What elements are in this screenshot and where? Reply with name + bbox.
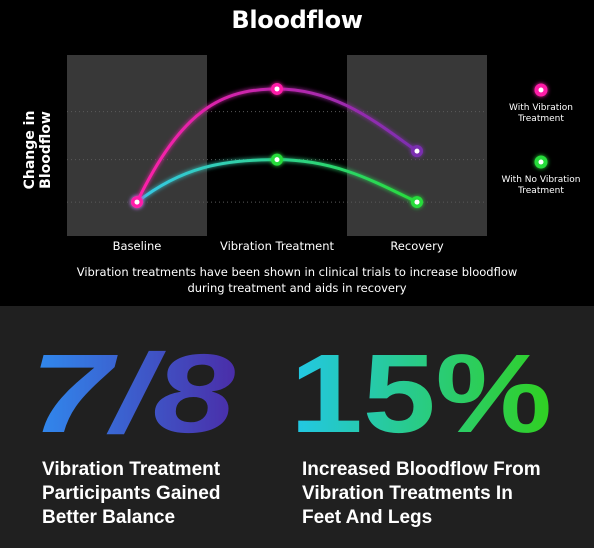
data-point-center [274, 86, 280, 92]
baseline-band [67, 55, 207, 236]
x-tick-label: Recovery [390, 239, 444, 253]
stat-label-line: Feet And Legs [302, 507, 433, 528]
data-point-center [274, 157, 280, 163]
stat-label-line: Better Balance [42, 507, 176, 528]
stat-label-line: Participants Gained [42, 483, 221, 504]
data-point-center [134, 199, 140, 205]
legend-label: With Vibration Treatment [509, 103, 573, 124]
x-tick-label: Baseline [113, 239, 162, 253]
x-tick-label: Vibration Treatment [220, 239, 335, 253]
legend-marker-center [538, 159, 544, 165]
stat-label-balance: Vibration Treatment Participants Gained … [42, 458, 220, 530]
stat-number-balance: 7/8 [30, 334, 236, 454]
chart-panel: Bloodflow Change in Bloodflow Baseline Vi… [22, 6, 581, 295]
legend-marker-center [538, 87, 544, 93]
data-point-center [414, 148, 420, 154]
stat-number-bloodflow: 15% [290, 334, 552, 454]
chart-caption: Vibration treatments have been shown in … [76, 265, 518, 295]
line-chart: Baseline Vibration Treatment Recovery With… [67, 55, 581, 253]
legend-label: With No Vibration Treatment [501, 175, 580, 196]
stat-label-line: Vibration Treatment [42, 459, 221, 480]
stat-label-bloodflow: Increased Bloodflow From Vibration Treat… [302, 458, 541, 530]
stats-panel: 7/8 Vibration Treatment Participants Gai… [0, 306, 594, 548]
stat-value-bloodflow: 15% [290, 334, 552, 454]
stat-label-line: Increased Bloodflow From [302, 459, 541, 480]
stat-value-balance: 7/8 [30, 334, 236, 454]
data-point-center [414, 199, 420, 205]
chart-title: Bloodflow [231, 6, 363, 34]
stat-label-line: Vibration Treatments In [302, 483, 513, 504]
